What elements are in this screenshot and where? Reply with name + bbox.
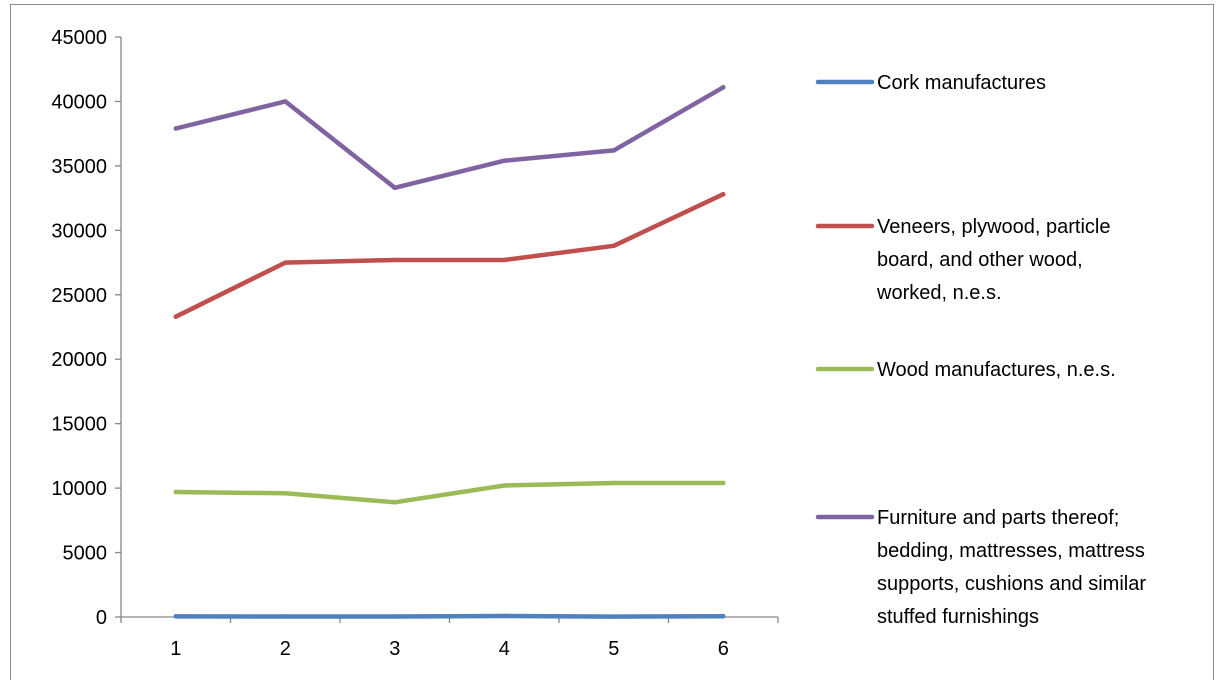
legend-label-2: worked, n.e.s.: [876, 282, 1002, 304]
data-point-s4-2: [283, 99, 288, 104]
data-point-s4-3: [392, 185, 397, 190]
y-tick-label: 0: [96, 607, 107, 629]
series-line-4: [173, 85, 726, 191]
data-point-s2-1: [173, 314, 178, 319]
data-point-s1-6: [721, 614, 726, 619]
legend-label-4: stuffed furnishings: [877, 606, 1039, 628]
y-tick-label: 30000: [51, 220, 107, 242]
axes: 0 5000 10000 15000 20000 25000 30000 35000 40000…: [51, 27, 779, 660]
data-point-s3-6: [721, 480, 726, 486]
data-point-s2-6: [721, 192, 726, 197]
series-lines: [173, 85, 726, 619]
y-tick-label: 35000: [51, 156, 107, 178]
legend-label-3: Wood manufactures, n.e.s.: [877, 359, 1116, 381]
data-point-s3-4: [502, 483, 507, 488]
x-tick-label: 4: [499, 638, 510, 660]
series-line-3: [173, 480, 726, 505]
y-tick-label: 5000: [63, 543, 108, 565]
x-tick-label: 5: [608, 638, 619, 660]
data-point-s1-4: [502, 613, 507, 619]
y-tick-label: 20000: [51, 349, 107, 371]
y-tick-label: 25000: [51, 285, 107, 307]
y-tick-label: 15000: [51, 414, 107, 436]
y-tick-label: 40000: [51, 91, 107, 113]
x-tick-label: 6: [718, 638, 729, 660]
data-point-s2-4: [502, 257, 507, 263]
y-tick-label: 45000: [51, 27, 107, 49]
data-point-s3-2: [283, 491, 288, 496]
legend-label-4: supports, cushions and similar: [877, 573, 1146, 595]
legend-label-2: board, and other wood,: [877, 249, 1083, 271]
legend-label-4: Furniture and parts thereof;: [877, 507, 1119, 529]
data-point-s3-5: [611, 480, 616, 486]
data-point-s2-3: [392, 257, 397, 263]
data-point-s1-5: [611, 614, 616, 619]
y-tick-label: 10000: [51, 478, 107, 500]
chart-frame: [10, 4, 1214, 680]
data-point-s1-1: [173, 614, 178, 619]
data-point-s4-1: [173, 126, 178, 131]
x-tick-label: 3: [389, 638, 400, 660]
data-point-s1-3: [392, 614, 397, 619]
series-line-2: [173, 191, 726, 319]
series-line-1: [173, 613, 726, 619]
data-point-s4-4: [502, 158, 507, 163]
data-point-s2-2: [283, 260, 288, 265]
legend: Cork manufactures Veneers, plywood, parti…: [815, 72, 1146, 628]
legend-label-1: Cork manufactures: [877, 72, 1046, 94]
data-point-s3-1: [173, 489, 178, 495]
data-point-s4-5: [611, 148, 616, 153]
data-point-s3-3: [392, 500, 397, 505]
legend-label-2: Veneers, plywood, particle: [877, 216, 1110, 238]
data-point-s1-2: [283, 614, 288, 619]
legend-label-4: bedding, mattresses, mattress: [877, 540, 1145, 562]
x-tick-label: 1: [170, 638, 181, 660]
x-tick-label: 2: [280, 638, 291, 660]
data-point-s2-5: [611, 243, 616, 248]
data-point-s4-6: [721, 85, 726, 90]
